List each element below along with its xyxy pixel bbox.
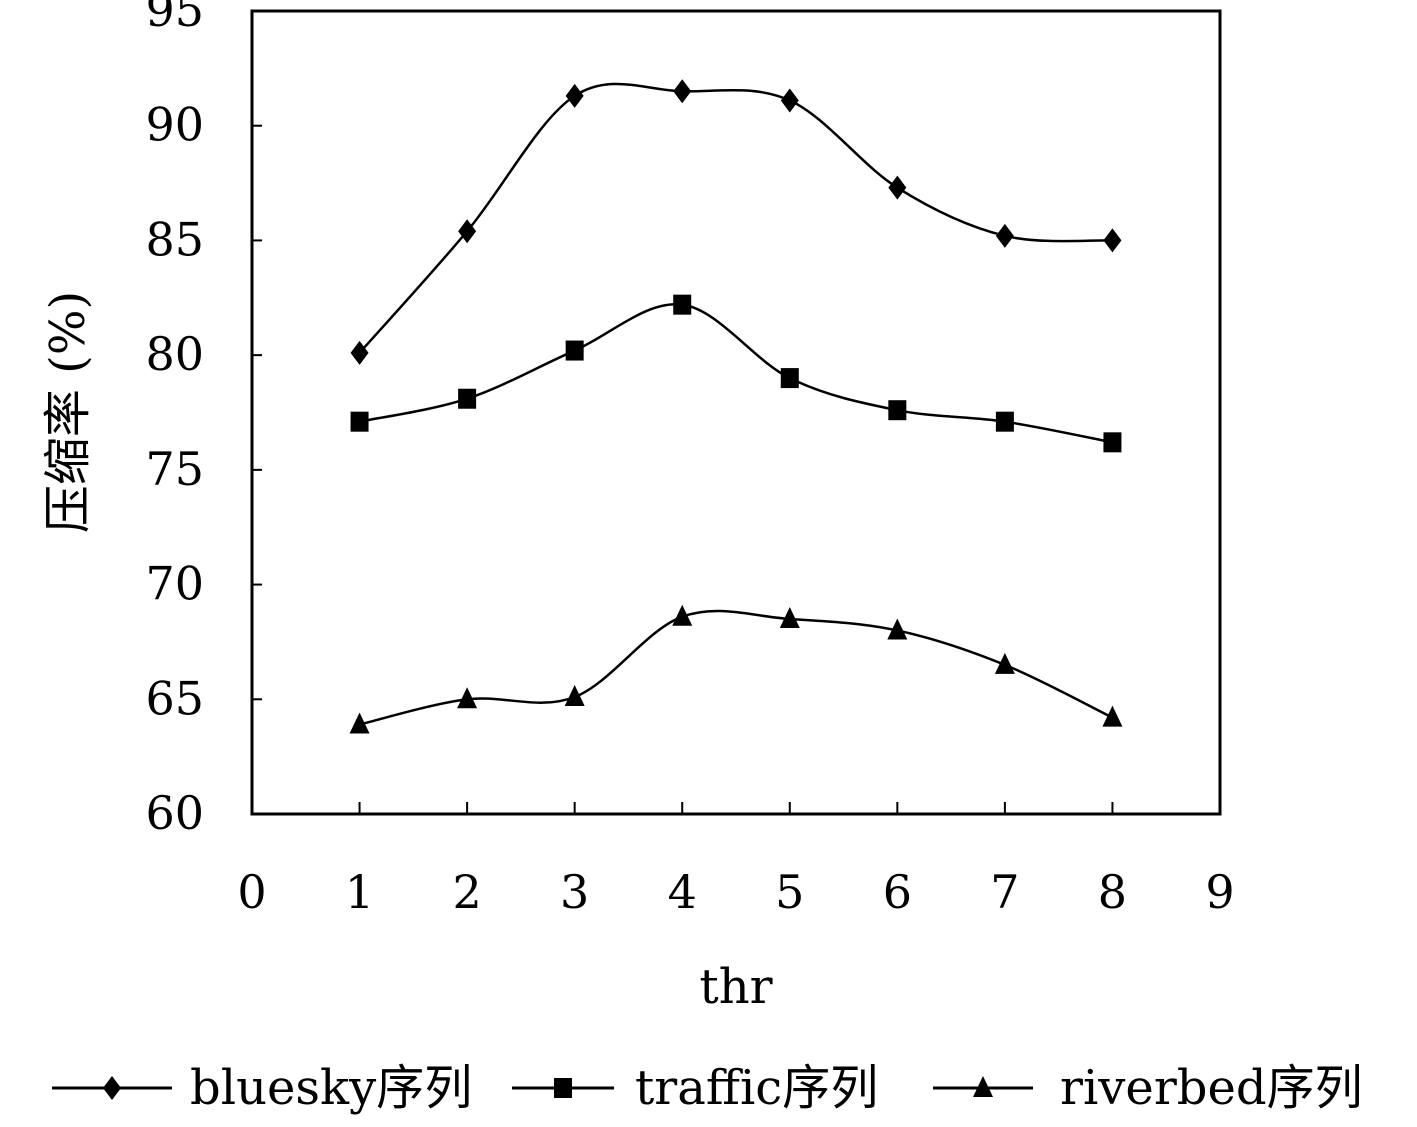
data-point-triangle (457, 687, 478, 709)
series-line (358, 82, 1113, 354)
data-point-square (780, 368, 799, 389)
x-tick-label: 4 (668, 865, 697, 919)
data-point-triangle (994, 652, 1015, 674)
legend-marker-diamond (103, 1076, 121, 1100)
x-tick-label: 9 (1205, 865, 1234, 919)
y-tick-label: 90 (145, 98, 204, 152)
legend-item: traffic序列 (512, 1060, 878, 1116)
data-point-square (458, 388, 477, 409)
x-tick-label: 6 (883, 865, 912, 919)
plot-area-frame (250, 9, 1222, 816)
y-tick-label: 80 (145, 327, 204, 381)
data-point-triangle (779, 606, 800, 628)
series-square (350, 294, 1122, 453)
legend-label: traffic序列 (635, 1060, 878, 1116)
x-tick-label: 3 (560, 865, 589, 919)
y-tick-label: 70 (145, 557, 204, 611)
data-point-square (888, 400, 907, 421)
data-point-triangle (564, 684, 585, 706)
data-point-square (565, 340, 584, 361)
series-triangle (349, 604, 1123, 734)
series-line (359, 303, 1113, 444)
x-axis-title: thr (699, 959, 772, 1015)
data-point-diamond (780, 88, 799, 113)
x-tick-label: 0 (237, 865, 266, 919)
legend-item: riverbed序列 (933, 1060, 1363, 1116)
y-tick-label: 65 (145, 671, 204, 725)
data-point-diamond (673, 79, 692, 104)
legend-marker-square (554, 1078, 572, 1098)
y-tick-label: 85 (145, 212, 204, 266)
data-point-triangle (1102, 705, 1123, 727)
y-tick-label: 60 (145, 786, 204, 840)
data-point-diamond (350, 340, 369, 365)
x-tick-label: 5 (775, 865, 804, 919)
data-point-triangle (887, 618, 908, 640)
legend-marker-triangle (973, 1076, 993, 1097)
x-tick-label: 2 (452, 865, 481, 919)
y-tick-label: 75 (145, 442, 204, 496)
legend-label: bluesky序列 (190, 1060, 472, 1116)
data-point-diamond (995, 223, 1014, 248)
x-tick-label: 7 (990, 865, 1019, 919)
legend-item: bluesky序列 (52, 1060, 472, 1116)
x-tick-label: 8 (1098, 865, 1127, 919)
y-tick-label: 95 (145, 0, 204, 37)
data-point-square (995, 411, 1014, 432)
data-point-diamond (565, 83, 584, 108)
data-point-diamond (1103, 228, 1122, 253)
series-diamond (350, 79, 1122, 365)
data-point-diamond (458, 219, 477, 244)
data-point-triangle (349, 712, 370, 734)
data-point-triangle (672, 604, 693, 626)
x-tick-label: 1 (345, 865, 374, 919)
data-point-square (350, 411, 369, 432)
legend-label: riverbed序列 (1060, 1060, 1363, 1116)
series-line (359, 609, 1113, 726)
y-axis-title: 压缩率 (%) (40, 291, 96, 533)
data-point-square (673, 294, 692, 315)
data-point-square (1103, 432, 1122, 453)
data-point-diamond (888, 175, 907, 200)
